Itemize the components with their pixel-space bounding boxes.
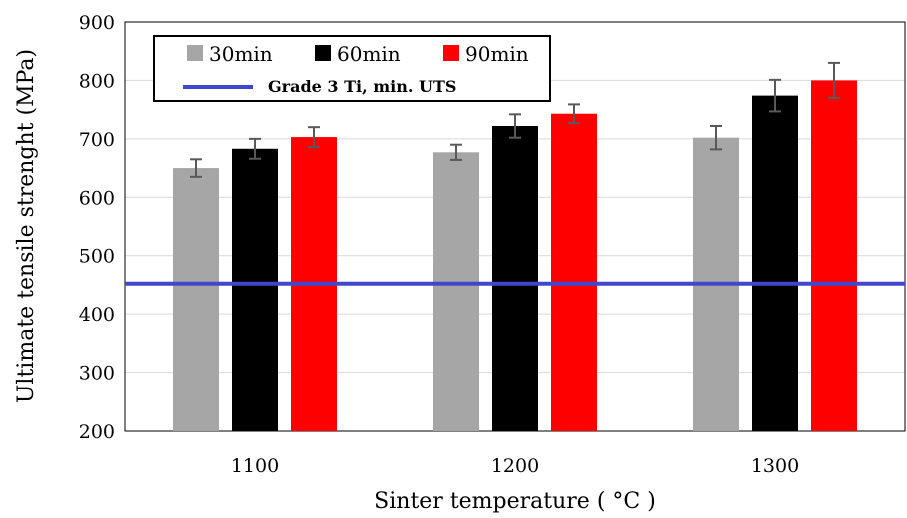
legend-label-30min: 30min bbox=[209, 42, 273, 66]
x-tick-labels: 1100 1200 1300 bbox=[231, 455, 799, 477]
x-tick-label: 1200 bbox=[491, 455, 539, 477]
bar-60min-1100 bbox=[232, 148, 278, 432]
error-bar-60min-1200 bbox=[509, 113, 521, 139]
legend: 30min 60min 90min Grade 3 Ti, min. UTS bbox=[153, 35, 551, 102]
bar-30min-1100 bbox=[173, 168, 219, 432]
y-tick-label: 600 bbox=[79, 187, 115, 209]
error-bar-90min-1200 bbox=[568, 103, 580, 125]
bar-90min-1200 bbox=[551, 113, 597, 432]
legend-label-90min: 90min bbox=[465, 42, 529, 66]
legend-series: 30min 60min 90min bbox=[187, 42, 529, 66]
legend-label-60min: 60min bbox=[337, 42, 401, 66]
x-tick-label: 1100 bbox=[231, 455, 279, 477]
x-axis-title: Sinter temperature ( °C ) bbox=[374, 489, 656, 514]
y-tick-label: 900 bbox=[79, 12, 115, 34]
legend-swatch-60min bbox=[315, 45, 331, 61]
legend-swatch-90min bbox=[443, 45, 459, 61]
y-tick-label: 800 bbox=[79, 70, 115, 92]
legend-box bbox=[153, 35, 551, 102]
bar-60min-1200 bbox=[492, 126, 538, 431]
error-bar-60min-1100 bbox=[249, 137, 261, 160]
y-axis-title: Ultimate tensile strenght (MPa) bbox=[14, 49, 39, 403]
error-bar-30min-1200 bbox=[450, 143, 462, 161]
error-bar-90min-1300 bbox=[828, 61, 840, 99]
error-bar-30min-1100 bbox=[190, 158, 202, 178]
y-tick-label: 500 bbox=[79, 246, 115, 268]
legend-reference-label: Grade 3 Ti, min. UTS bbox=[268, 77, 456, 96]
bar-90min-1300 bbox=[811, 80, 857, 431]
bar-30min-1200 bbox=[433, 152, 479, 431]
y-tick-label: 300 bbox=[79, 363, 115, 385]
legend-swatch-30min bbox=[187, 45, 203, 61]
x-tick-label: 1300 bbox=[751, 455, 799, 477]
y-tick-label: 700 bbox=[79, 129, 115, 151]
error-bar-60min-1300 bbox=[769, 78, 781, 113]
y-tick-label: 400 bbox=[79, 304, 115, 326]
error-bars bbox=[190, 61, 840, 178]
error-bar-30min-1300 bbox=[710, 125, 722, 151]
error-bar-90min-1100 bbox=[308, 126, 320, 149]
y-tick-label: 200 bbox=[79, 421, 115, 443]
bar-60min-1300 bbox=[752, 95, 798, 432]
y-tick-labels: 200 300 400 500 600 700 800 900 bbox=[79, 12, 115, 443]
